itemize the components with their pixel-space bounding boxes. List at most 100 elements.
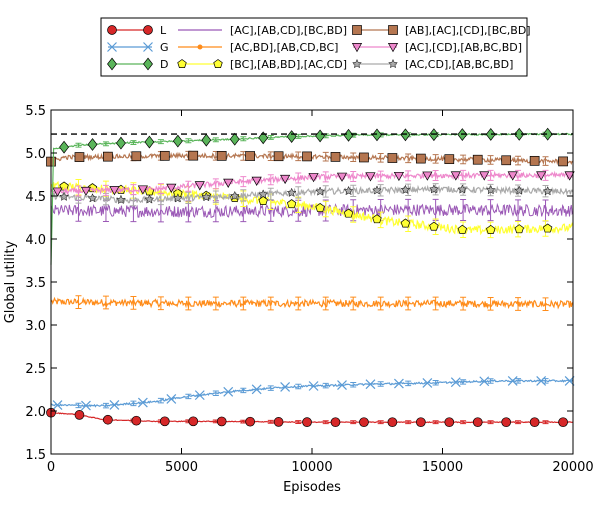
series-5 (50, 295, 574, 312)
data-marker (201, 191, 212, 202)
legend-marker (351, 43, 363, 53)
error-bar (432, 380, 439, 386)
error-bar (542, 156, 549, 166)
error-bar (405, 296, 412, 311)
error-bar (350, 184, 357, 198)
error-bar (212, 296, 219, 311)
error-bar (212, 390, 219, 397)
error-bar (405, 170, 412, 182)
series-1 (46, 407, 574, 428)
error-bar (460, 420, 467, 425)
legend-item: [AC],[CD],[AB,BC,BD] (351, 41, 522, 54)
data-marker (194, 390, 205, 401)
error-bar (377, 420, 384, 425)
error-bar (267, 419, 274, 424)
data-marker (172, 134, 183, 148)
data-marker (302, 151, 312, 162)
error-bar (487, 420, 494, 425)
legend-label: [AC],[AB,CD],[BC,BD] (230, 24, 347, 37)
data-marker (387, 417, 398, 428)
legend-item: [AB],[AC],[CD],[BC,BD] (352, 24, 531, 37)
data-marker (131, 415, 142, 426)
legend-marker (177, 59, 187, 68)
legend-item: D (107, 57, 168, 71)
error-bar (185, 138, 192, 144)
data-marker (280, 174, 291, 185)
error-bar (515, 155, 522, 166)
error-bar (350, 206, 357, 223)
data-marker (116, 194, 126, 205)
y-tick-label: 5.5 (25, 104, 46, 119)
legend-marker (143, 42, 153, 52)
error-bar (322, 171, 329, 183)
data-marker (172, 193, 183, 203)
error-bar (487, 296, 494, 311)
series-line (50, 296, 574, 310)
error-bar (130, 400, 137, 407)
legend-marker (143, 57, 153, 71)
error-bar (212, 137, 219, 143)
error-bar (267, 134, 274, 140)
data-marker (166, 393, 177, 404)
legend-item: [AC],[AB,CD],[BC,BD] (178, 24, 347, 37)
data-marker (216, 416, 227, 427)
legend-marker (107, 57, 117, 71)
error-bar (185, 393, 192, 400)
x-tick-label: 5000 (165, 460, 198, 475)
data-marker (109, 399, 120, 410)
data-marker (485, 127, 496, 141)
data-marker (393, 378, 404, 389)
error-bar (102, 402, 109, 409)
error-bar (405, 380, 412, 387)
data-marker (365, 172, 376, 182)
error-bar (460, 169, 467, 181)
axis-ticks: 0 5000 10000 15000 20000 1.5 2.0 2.5 3.0 3.5 4.0 4.… (25, 104, 593, 475)
error-bar (240, 419, 247, 424)
error-bar (515, 420, 522, 425)
data-marker (400, 128, 411, 142)
data-marker (343, 208, 354, 218)
y-tick-label: 2.5 (25, 362, 46, 377)
data-marker (52, 400, 63, 411)
data-marker (245, 416, 255, 427)
error-bar (350, 152, 357, 163)
legend-item: G (107, 41, 169, 54)
error-bar (295, 296, 302, 311)
data-marker (188, 150, 199, 161)
error-bar (515, 199, 522, 222)
data-marker (286, 187, 297, 197)
error-bar (267, 174, 274, 186)
error-bar (350, 381, 357, 388)
y-tick-label: 5.0 (25, 147, 46, 162)
data-marker (109, 186, 120, 196)
data-marker (80, 186, 92, 197)
data-marker (131, 151, 142, 162)
data-marker (457, 224, 468, 234)
data-marker (216, 150, 227, 161)
data-marker (159, 150, 170, 161)
error-bar (157, 296, 164, 311)
data-marker (166, 183, 177, 193)
series-line (50, 378, 574, 408)
data-marker (457, 184, 468, 194)
error-bar (75, 295, 82, 310)
series-2 (50, 375, 575, 411)
data-marker (159, 416, 170, 427)
error-bar (185, 180, 192, 192)
y-tick-label: 3.5 (25, 276, 46, 291)
error-bar (350, 296, 357, 311)
legend-marker (107, 42, 117, 52)
series-line (50, 180, 574, 236)
error-bar (295, 172, 302, 184)
error-bar (377, 152, 384, 163)
series-6 (50, 179, 574, 239)
error-bar (377, 381, 384, 387)
x-tick-label: 20000 (552, 460, 593, 475)
data-marker (87, 138, 98, 151)
error-bar (157, 397, 164, 404)
error-bar (322, 296, 329, 311)
data-marker (400, 184, 411, 195)
data-marker (280, 382, 291, 392)
data-marker (308, 173, 319, 183)
data-marker (245, 151, 255, 161)
